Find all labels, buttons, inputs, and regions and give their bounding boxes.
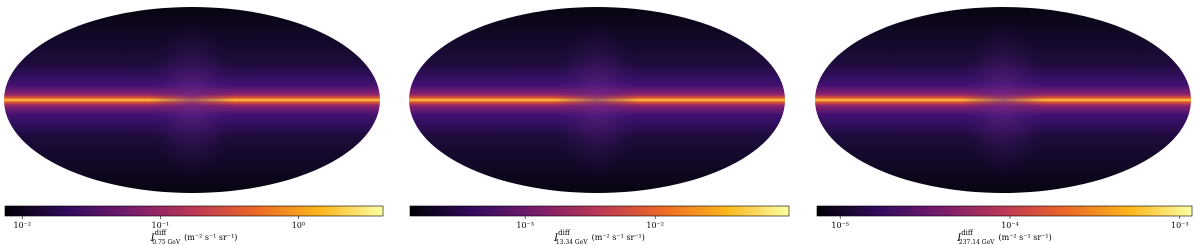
tick-label: 10⁻² bbox=[13, 221, 31, 230]
fermi-bubble bbox=[961, 25, 1045, 175]
colorbar bbox=[816, 205, 1193, 217]
fermi-bubble bbox=[150, 25, 234, 175]
symbol: I bbox=[956, 233, 962, 244]
subscript: 13.34 GeV bbox=[556, 239, 588, 245]
fermi-bubble bbox=[555, 25, 639, 175]
superscript: diff bbox=[155, 229, 168, 237]
tick-label: 10⁻¹ bbox=[152, 221, 170, 230]
unit: (m⁻² s⁻¹ sr⁻¹) bbox=[592, 233, 645, 242]
colorbar-label: Idiff 0.75 GeV (m⁻² s⁻¹ sr⁻¹) bbox=[150, 229, 238, 245]
tick-label: 10⁻⁵ bbox=[831, 221, 849, 230]
superscript: diff bbox=[961, 229, 974, 237]
subscript: 237.14 GeV bbox=[959, 239, 995, 245]
sky-map bbox=[4, 7, 380, 193]
colorbar-label: Idiff 13.34 GeV (m⁻² s⁻¹ sr⁻¹) bbox=[553, 229, 645, 245]
tick-label: 10⁻⁴ bbox=[1001, 221, 1019, 230]
tick-label: 10⁻³ bbox=[516, 221, 534, 230]
unit: (m⁻² s⁻¹ sr⁻¹) bbox=[998, 233, 1051, 242]
subscript: 0.75 GeV bbox=[152, 239, 181, 245]
sky-map bbox=[409, 7, 785, 193]
tick-label: 10⁻² bbox=[646, 221, 664, 230]
colorbar bbox=[4, 205, 384, 217]
superscript: diff bbox=[558, 229, 571, 237]
symbol: I bbox=[553, 233, 559, 244]
sky-map bbox=[815, 7, 1191, 193]
tick-label: 10⁻³ bbox=[1171, 221, 1189, 230]
unit: (m⁻² s⁻¹ sr⁻¹) bbox=[184, 233, 237, 242]
tick-label: 10⁰ bbox=[292, 221, 305, 230]
symbol: I bbox=[150, 233, 156, 244]
colorbar-label: Idiff 237.14 GeV (m⁻² s⁻¹ sr⁻¹) bbox=[956, 229, 1051, 245]
colorbar bbox=[409, 205, 790, 217]
